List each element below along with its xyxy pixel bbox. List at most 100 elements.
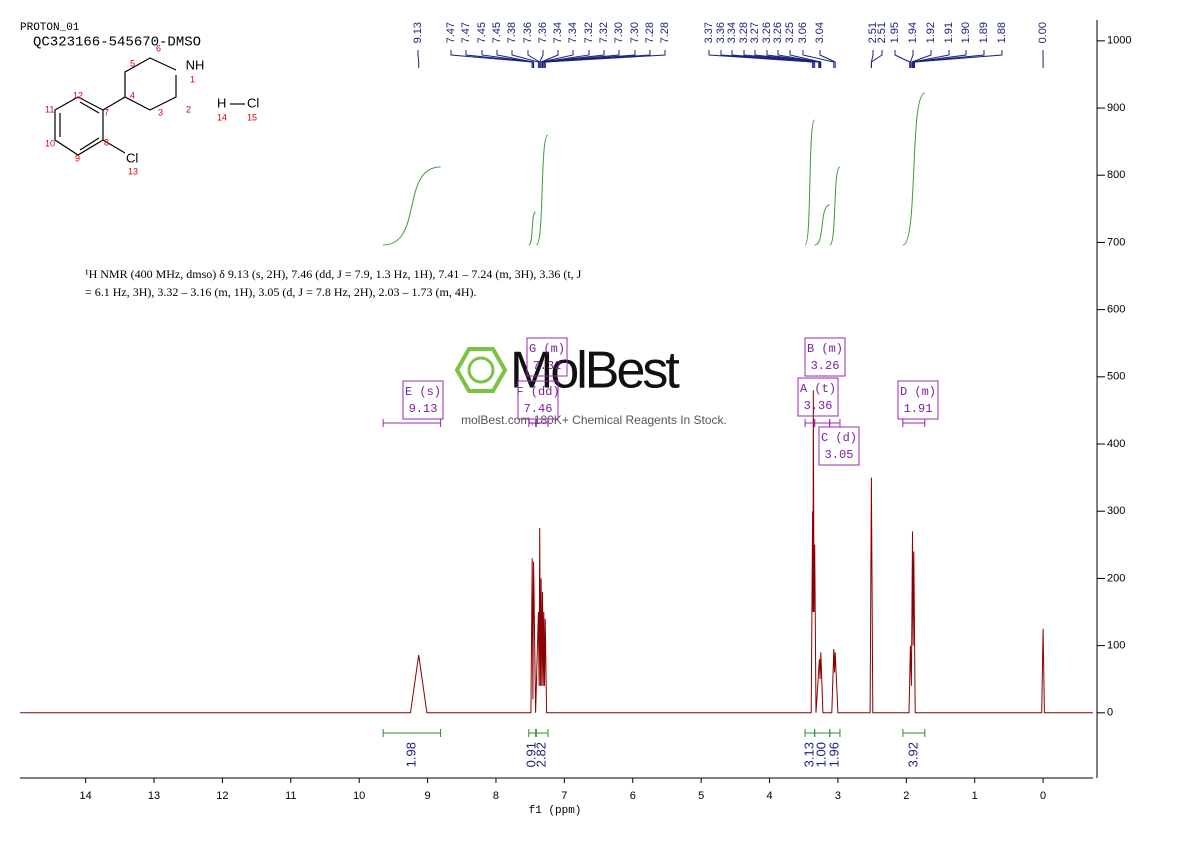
watermark-subtitle: molBest.com,180K+ Chemical Reagents In S…: [461, 413, 727, 427]
y-tick-label: 300: [1107, 505, 1125, 517]
x-axis-label: f1 (ppm): [529, 805, 582, 817]
peak-connector: [540, 50, 574, 68]
peak-connector: [909, 50, 914, 68]
y-tick-label: 400: [1107, 438, 1125, 450]
peak-label: 1.95: [889, 22, 901, 43]
multiplet-label: B (m): [807, 342, 843, 356]
peak-label: 7.30: [629, 22, 641, 43]
multiplet-label: A (t): [800, 382, 836, 396]
peak-label: 3.26: [761, 22, 773, 43]
peak-connector: [789, 50, 822, 68]
peak-connector: [894, 50, 911, 68]
multiplet-box: [897, 380, 939, 420]
x-tick-label: 4: [766, 790, 772, 802]
x-tick-label: 6: [630, 790, 636, 802]
integral-curve: [383, 166, 441, 246]
peak-label: 7.45: [491, 22, 503, 43]
integral-value: 3.13: [801, 742, 816, 767]
peak-label: 3.25: [784, 22, 796, 43]
x-tick-label: 1: [972, 790, 978, 802]
peak-label: 7.47: [460, 22, 472, 43]
peak-connector: [465, 50, 533, 68]
multiplet-box: [402, 380, 444, 420]
atom-number: 12: [73, 90, 83, 100]
integral-curve: [829, 166, 841, 246]
atom-number: 3: [158, 107, 163, 117]
integral-curve: [528, 211, 537, 246]
peak-connector: [743, 50, 820, 68]
multiplet-box: [804, 337, 846, 377]
atom-number: 2: [186, 104, 191, 114]
peak-label: 2.51: [876, 22, 888, 43]
y-tick-label: 700: [1107, 236, 1125, 248]
atom-label: H: [217, 95, 226, 110]
atom-label: Cl: [126, 150, 138, 165]
x-tick-label: 0: [1040, 790, 1046, 802]
integral-curve: [814, 204, 830, 246]
watermark: MolBest: [510, 342, 680, 400]
peak-connector: [802, 50, 835, 68]
x-tick-label: 11: [285, 790, 296, 802]
x-tick-label: 10: [353, 790, 365, 802]
y-tick-label: 1000: [1107, 35, 1131, 47]
x-tick-label: 9: [425, 790, 431, 802]
integral-value: 1.00: [814, 742, 829, 767]
peak-label: 7.28: [644, 22, 656, 43]
atom-label: NH: [186, 57, 205, 72]
peak-label: 7.34: [567, 22, 579, 43]
atom-number: 10: [45, 138, 55, 148]
x-tick-label: 2: [903, 790, 909, 802]
peak-label: 3.27: [749, 22, 761, 43]
multiplet-shift: 3.05: [825, 448, 854, 462]
x-tick-label: 13: [148, 790, 160, 802]
multiplet-box: [517, 380, 559, 420]
watermark-logo: [454, 347, 508, 393]
peak-connector: [911, 50, 932, 68]
atom-number: 7: [104, 107, 109, 117]
x-tick-label: 7: [561, 790, 567, 802]
peak-label: 7.36: [522, 22, 534, 43]
multiplet-box: [818, 426, 860, 466]
peak-connector: [511, 50, 539, 68]
peak-label: 7.47: [445, 22, 457, 43]
description: ¹H NMR (400 MHz, dmso) δ 9.13 (s, 2H), 7…: [85, 267, 582, 281]
y-tick-label: 800: [1107, 169, 1125, 181]
peak-connector: [541, 50, 605, 68]
peak-label: 1.92: [925, 22, 937, 43]
peak-label: 3.06: [797, 22, 809, 43]
peak-connector: [913, 50, 985, 68]
atom-number: 15: [247, 112, 257, 122]
x-tick-label: 14: [80, 790, 92, 802]
peak-label: 3.37: [703, 22, 715, 43]
atom-number: 14: [217, 112, 227, 122]
integral-value: 1.96: [826, 742, 841, 767]
multiplet-label: G (m): [529, 342, 565, 356]
peak-label: 3.04: [814, 22, 826, 43]
header-line: QC323166-545670-DMSO: [33, 35, 201, 51]
multiplet-box: [797, 377, 839, 417]
peak-label: 1.94: [907, 22, 919, 43]
peak-label: 0.00: [1037, 22, 1049, 43]
spectrum-line: [20, 390, 1093, 714]
peak-label: 3.36: [715, 22, 727, 43]
atom-number: 9: [75, 153, 80, 163]
multiplet-label: F (dd): [516, 385, 559, 399]
peak-connector: [914, 50, 1003, 68]
multiplet-shift: 7.46: [524, 402, 553, 416]
integral-value: 3.92: [905, 742, 920, 767]
atom-label: Cl: [247, 95, 259, 110]
atom-number: 13: [128, 166, 138, 176]
multiplet-label: E (s): [405, 385, 441, 399]
peak-label: 1.90: [960, 22, 972, 43]
peak-connector: [819, 50, 836, 68]
atom-number: 5: [130, 58, 135, 68]
peak-connector: [731, 50, 816, 68]
integral-value: 0.91: [524, 742, 539, 767]
integral-curve: [902, 92, 926, 246]
y-tick-label: 900: [1107, 102, 1125, 114]
y-tick-label: 500: [1107, 371, 1125, 383]
peak-connector: [912, 50, 967, 68]
multiplet-shift: 3.26: [811, 359, 840, 373]
integral-curve: [804, 119, 816, 246]
